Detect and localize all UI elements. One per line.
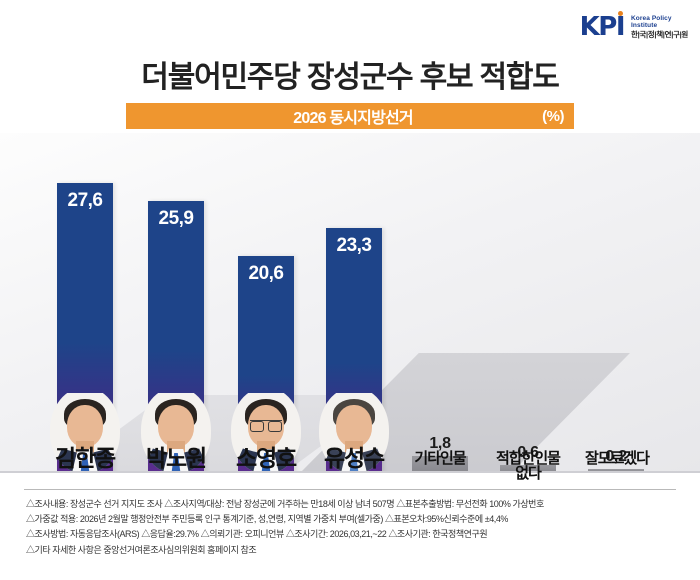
footnote-line-3: △조사방법: 자동응답조사(ARS) △응답율:29.7% △의뢰기관: 오피니… [26, 529, 488, 539]
label-other-1: 기타인물 [414, 450, 466, 467]
avatar-candidate-4 [317, 393, 391, 473]
kpi-logo-mark-text: KPI [579, 12, 626, 42]
label-candidate-1: 김한종 [55, 445, 116, 471]
bar-value-3: 20,6 [248, 263, 284, 284]
label-candidate-3: 소영호 [236, 445, 297, 471]
chart-baseline [0, 471, 700, 473]
bar-other-2 [500, 465, 556, 473]
unit-label: (%) [542, 107, 564, 125]
footnote-divider [24, 489, 676, 490]
footnote-line-1: △조사내용: 장성군수 선거 지지도 조사 △조사지역/대상: 전남 장성군에 … [26, 499, 544, 509]
bar-other-1 [412, 456, 468, 473]
label-candidate-2: 박노원 [146, 445, 207, 471]
label-other-3: 잘모르겠다 [584, 450, 650, 467]
avatar-candidate-2 [139, 393, 213, 473]
bar-value-other-1: 1,8 [429, 435, 451, 452]
bar-value-other-3: 0,2 [605, 448, 627, 465]
bar-value-4: 23,3 [336, 235, 372, 256]
category-labels: 김한종 박노원 소영호 유성수 기타인물 적합한인물 없다 잘모르겠다 [0, 445, 700, 492]
bar-chart: 27,6 25,9 20,6 [0, 133, 700, 473]
label-candidate-4: 유성수 [324, 445, 385, 471]
kpi-logo-en-line2: Institute [631, 22, 658, 30]
bar-value-other-2: 0,6 [517, 444, 539, 461]
kpi-logo-mark: KPI [579, 11, 626, 42]
kpi-logo-dot-icon [618, 11, 623, 16]
glasses-icon [250, 420, 282, 432]
kpi-logo-en-line1: Korea Policy [631, 14, 672, 22]
kpi-logo-text: Korea Policy Institute 한|국|정|책|연|구|원 [631, 15, 688, 40]
subtitle-text: 2026 동시지방선거 [293, 110, 413, 127]
avatar-candidate-3 [229, 393, 303, 473]
avatar-candidate-1 [48, 393, 122, 473]
subtitle-band: 2026 동시지방선거 (%) [126, 103, 574, 129]
page-title: 더불어민주당 장성군수 후보 적합도 [141, 61, 560, 94]
footnote-line-4: △기타 자세한 사항은 중앙선거여론조사심의위원회 홈페이지 참조 [26, 545, 257, 555]
bar-value-1: 27,6 [67, 190, 103, 211]
label-other-2: 적합한인물 없다 [488, 451, 568, 482]
label-other-2-line2: 없다 [515, 465, 542, 483]
bar-value-2: 25,9 [158, 208, 194, 229]
footnote-line-2: △가중값 적용: 2026년 2월말 행정안전부 주민등록 인구 통계기준, 성… [26, 514, 508, 524]
label-other-2-line1: 적합한인물 [495, 450, 561, 467]
kpi-logo: KPI Korea Policy Institute 한|국|정|책|연|구|원 [579, 11, 688, 42]
kpi-logo-kr: 한|국|정|책|연|구|원 [631, 29, 688, 39]
